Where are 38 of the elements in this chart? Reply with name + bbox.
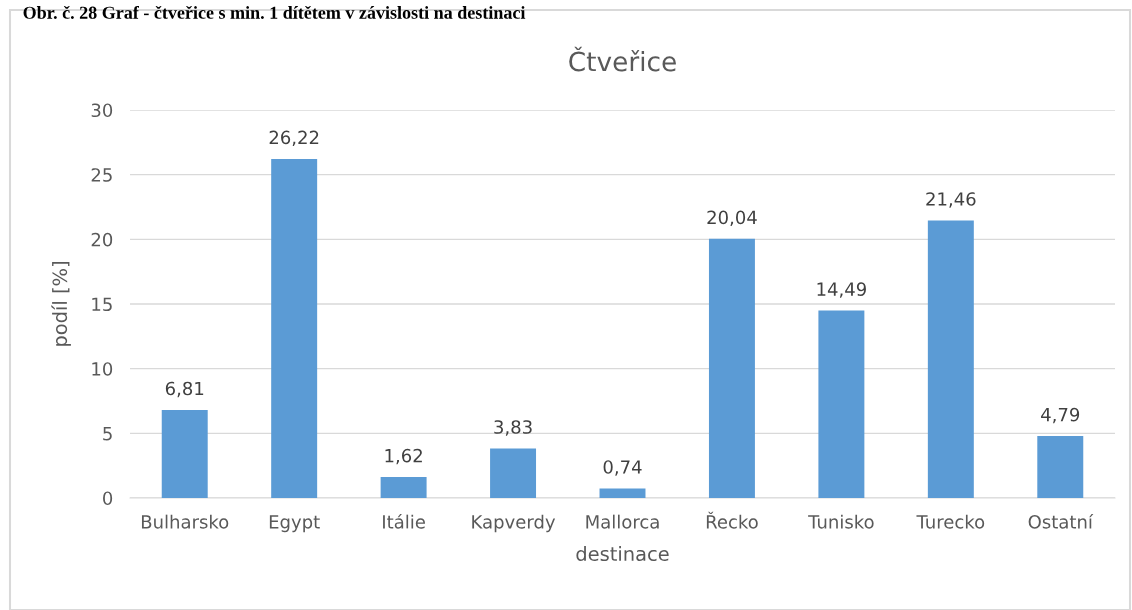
data-label: 14,49: [817, 282, 866, 298]
bar: [380, 477, 427, 498]
bar: [490, 448, 537, 498]
x-tick-label: Mallorca: [586, 514, 659, 529]
data-label: 21,46: [926, 192, 976, 208]
x-tick-label: Ostatní: [1028, 513, 1094, 529]
bar: [927, 220, 974, 498]
y-tick-label: 25: [91, 168, 112, 182]
x-tick-label: Egypt: [269, 515, 320, 533]
bar: [271, 158, 318, 498]
bar: [161, 409, 208, 498]
data-label: 1,62: [385, 448, 422, 465]
data-label: 4,79: [1041, 407, 1080, 424]
x-tick-label: Bulharsko: [141, 514, 229, 529]
x-tick-label: Řecko: [706, 511, 758, 529]
bar: [1037, 436, 1084, 498]
y-tick-label: 20: [91, 232, 113, 247]
data-label: 3,83: [494, 420, 532, 436]
y-tick-label: 5: [103, 427, 112, 441]
data-label: 26,22: [269, 130, 319, 147]
x-tick-label: Kapverdy: [472, 514, 556, 533]
x-tick-label: Tunisko: [808, 514, 874, 529]
bar: [599, 488, 646, 498]
y-axis-title: podíl [%]: [51, 262, 71, 346]
y-tick-label: 10: [92, 362, 113, 376]
bar: [818, 310, 865, 498]
x-axis-title: destinace: [576, 546, 669, 562]
x-tick-label: Turecko: [916, 514, 985, 529]
y-tick-label: 30: [91, 103, 113, 118]
data-label: 0,74: [603, 460, 642, 476]
data-label: 20,04: [707, 210, 757, 227]
chart-title: Čtveřice: [569, 46, 676, 72]
data-label: 6,81: [165, 381, 204, 398]
bar: [708, 238, 755, 498]
x-tick-label: Itálie: [383, 513, 425, 529]
y-tick-label: 0: [103, 491, 113, 506]
y-tick-label: 15: [92, 297, 112, 312]
text: Obr. č. 28 Graf - čtveřice s min. 1 dítětem v závislosti na destinaci: [23, 5, 526, 19]
